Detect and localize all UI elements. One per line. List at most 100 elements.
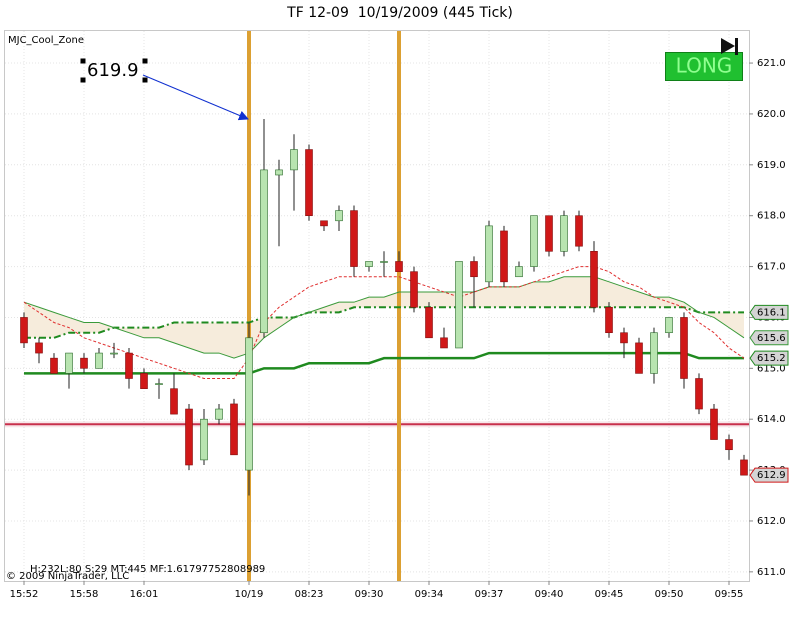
overlay-layer: 615.2 616.1 615.6 612.9 619.9 (80, 58, 789, 483)
footer-stats: H:232L:80 S:29 MT:445 MF:1.6179775280898… (30, 564, 265, 575)
candle-body (170, 388, 178, 415)
candle-body (455, 261, 463, 349)
candle-body (35, 342, 43, 354)
candle-body (185, 408, 193, 466)
x-tick-label: 09:34 (415, 589, 444, 600)
play-icon (721, 38, 735, 54)
candle-body (350, 210, 358, 267)
x-tick-label: 15:52 (10, 589, 39, 600)
candle-body (20, 317, 28, 344)
candle-body (200, 418, 208, 461)
price-tag (749, 350, 789, 366)
candle-body (410, 271, 418, 308)
main-layer (20, 119, 748, 496)
candle-body (50, 357, 58, 374)
indicator-line (23, 276, 745, 359)
candle-body (65, 352, 73, 374)
chart-title: TF 12-09 10/19/2009 (445 Tick) (286, 5, 513, 21)
candle-body (470, 261, 478, 278)
y-tick-label: 621.0 (757, 58, 786, 69)
signal-box (665, 52, 743, 81)
candle-body (605, 306, 613, 334)
candle-body (260, 169, 268, 334)
annotation-arrow (142, 74, 249, 121)
candle-body (710, 408, 718, 440)
price-tag-label: 612.9 (757, 470, 786, 481)
candle-body (305, 149, 313, 216)
candle-body (725, 439, 733, 451)
candle-body (635, 342, 643, 374)
x-tick-label: 16:01 (130, 589, 159, 600)
candle-body (560, 215, 568, 252)
annotation-handle (142, 77, 148, 83)
plot-frame (4, 30, 750, 582)
y-tick-label: 615.0 (757, 363, 786, 374)
band-fill (24, 276, 744, 359)
annotation-handle (80, 77, 86, 83)
candle-body (650, 332, 658, 374)
x-tick-label: 15:58 (70, 589, 99, 600)
price-tag (749, 330, 789, 346)
annotation-handle (142, 58, 148, 64)
candle-body (140, 373, 148, 389)
candle-body (425, 306, 433, 339)
x-tick-label: 10/19 (235, 589, 264, 600)
candle-body (395, 261, 403, 272)
y-tick-label: 617.0 (757, 262, 786, 273)
price-tag-label: 615.2 (757, 353, 786, 364)
candle-body (575, 215, 583, 247)
x-tick-label: 09:55 (715, 589, 744, 600)
candle-body (80, 357, 88, 369)
y-tick-label: 614.0 (757, 414, 786, 425)
candle-body (110, 352, 118, 355)
candle-body (335, 210, 343, 222)
x-tick-label: 09:30 (355, 589, 384, 600)
candle-body (590, 251, 598, 308)
x-tick-label: 09:45 (595, 589, 624, 600)
price-tag (749, 304, 789, 320)
x-tick-label: 08:23 (295, 589, 324, 600)
candle-body (275, 169, 283, 176)
candle-body (500, 230, 508, 283)
y-tick-label: 611.0 (757, 567, 786, 578)
y-tick-label: 618.0 (757, 211, 786, 222)
candle-body (515, 266, 523, 278)
price-tag-label: 616.1 (757, 307, 786, 318)
candle-body (290, 149, 298, 171)
candle-body (365, 261, 373, 267)
annotation-handle (80, 58, 86, 64)
x-tick-label: 09:37 (475, 589, 504, 600)
candle-body (95, 352, 103, 369)
indicator-line (23, 266, 745, 380)
indicator-label: MJC_Cool_Zone (8, 35, 84, 46)
candle-body (215, 408, 223, 420)
x-tick-label: 09:50 (655, 589, 684, 600)
candle-body (125, 352, 133, 379)
candle-body (680, 317, 688, 379)
candle-body (320, 220, 328, 227)
candle-body (380, 261, 388, 263)
y-tick-label: 619.0 (757, 160, 786, 171)
candle-body (530, 215, 538, 267)
step-bar (735, 38, 738, 55)
candle-body (245, 337, 253, 471)
candle-body (545, 215, 553, 252)
candle-body (620, 332, 628, 344)
y-tick-label: 620.0 (757, 109, 786, 120)
price-tag (749, 467, 789, 483)
copyright: © 2009 NinjaTrader, LLC (6, 571, 129, 582)
price-tag-label: 615.6 (757, 333, 786, 344)
annotation-text: 619.9 (87, 60, 139, 81)
indicator-line (24, 306, 744, 339)
candle-body (665, 317, 673, 334)
candle-body (155, 383, 163, 385)
signal-text: LONG (676, 54, 733, 78)
x-tick-label: 09:40 (535, 589, 564, 600)
candle-body (440, 337, 448, 349)
candle-body (695, 378, 703, 410)
candle-body (485, 225, 493, 283)
candle-body (740, 459, 748, 476)
candle-body (230, 403, 238, 456)
